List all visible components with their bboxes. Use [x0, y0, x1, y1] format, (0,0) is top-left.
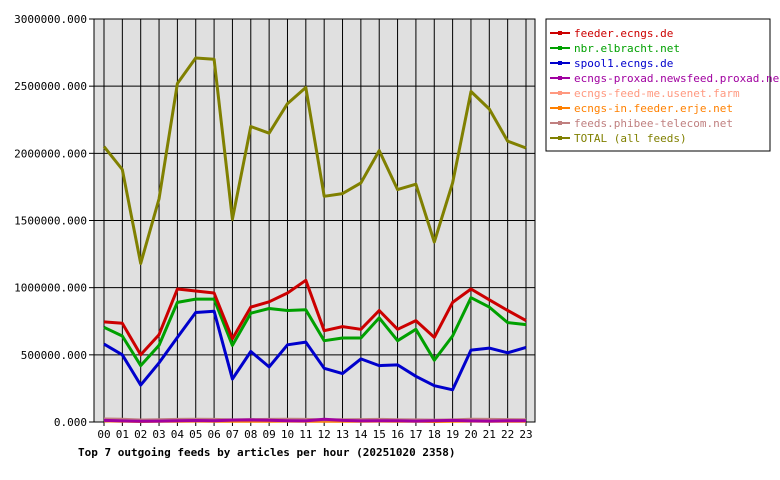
legend-box	[545, 18, 771, 152]
x-tick-label: 16	[391, 428, 404, 441]
x-tick-label: 09	[263, 428, 276, 441]
chart-caption: Top 7 outgoing feeds by articles per hou…	[78, 446, 456, 459]
x-tick-label: 15	[373, 428, 386, 441]
legend-marker	[558, 76, 562, 80]
series-line	[103, 278, 527, 357]
legend-label: TOTAL (all feeds)	[574, 132, 687, 145]
x-tick-label: 13	[336, 428, 349, 441]
x-tick-label: 23	[519, 428, 532, 441]
x-axis-ticks: 00 01 02 03 04 05 06 07 08 09 10 11 12 13 14 15 16 17 18 19…	[97, 422, 533, 441]
x-tick-label: 19	[446, 428, 459, 441]
x-tick-label: 21	[483, 428, 496, 441]
y-axis-ticks: 0.000 500000.000 1000000.000 1500000.000 200…	[14, 13, 94, 429]
series-line	[103, 417, 527, 423]
legend-label: spool1.ecngs.de	[574, 57, 673, 70]
x-tick-label: 05	[189, 428, 202, 441]
legend-label: ecngs-in.feeder.erje.net	[574, 102, 733, 115]
y-tick-label: 2500000.000	[14, 80, 87, 93]
x-tick-label: 12	[318, 428, 331, 441]
x-tick-label: 02	[134, 428, 147, 441]
x-tick-label: 08	[244, 428, 257, 441]
x-tick-label: 11	[299, 428, 312, 441]
x-tick-label: 22	[501, 428, 514, 441]
series-line	[103, 296, 527, 368]
x-tick-label: 00	[97, 428, 110, 441]
x-tick-label: 06	[207, 428, 220, 441]
x-tick-label: 18	[428, 428, 441, 441]
legend-label: feeds.phibee-telecom.net	[574, 117, 733, 130]
series-lines	[102, 56, 527, 423]
series-line	[103, 309, 527, 392]
series-line	[102, 56, 527, 265]
legend: feeder.ecngs.de nbr.elbracht.net spool1.ec…	[550, 27, 780, 145]
x-tick-label: 10	[281, 428, 294, 441]
legend-marker	[558, 61, 562, 65]
x-tick-label: 14	[354, 428, 368, 441]
x-tick-label: 07	[226, 428, 239, 441]
y-tick-label: 500000.000	[21, 349, 87, 362]
y-tick-label: 2000000.000	[14, 147, 87, 160]
legend-marker	[558, 106, 562, 110]
legend-label: feeder.ecngs.de	[574, 27, 673, 40]
x-tick-label: 04	[171, 428, 185, 441]
y-tick-label: 3000000.000	[14, 13, 87, 26]
legend-marker	[558, 121, 562, 125]
legend-marker	[558, 136, 562, 140]
x-tick-label: 03	[152, 428, 165, 441]
x-tick-label: 01	[116, 428, 129, 441]
legend-marker	[558, 46, 562, 50]
y-tick-label: 1000000.000	[14, 282, 87, 295]
x-tick-label: 20	[464, 428, 477, 441]
legend-label: ecngs-proxad.newsfeed.proxad.net	[574, 72, 780, 85]
legend-label: nbr.elbracht.net	[574, 42, 680, 55]
legend-marker	[558, 31, 562, 35]
legend-marker	[558, 91, 562, 95]
legend-label: ecngs-feed-me.usenet.farm	[574, 87, 740, 100]
y-tick-label: 0.000	[54, 416, 87, 429]
y-tick-label: 1500000.000	[14, 215, 87, 228]
x-tick-label: 17	[409, 428, 422, 441]
